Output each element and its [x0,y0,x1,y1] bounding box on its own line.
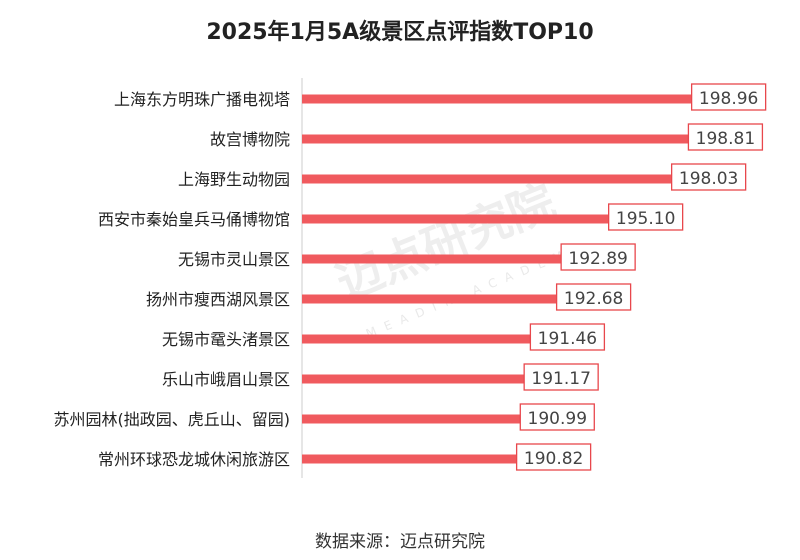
bar [302,94,710,104]
category-label: 无锡市灵山景区 [178,250,290,269]
category-label: 常州环球恐龙城休闲旅游区 [98,450,290,469]
category-label: 扬州市瘦西湖风景区 [146,290,290,309]
bar [302,254,580,264]
value-label: 198.03 [679,169,738,189]
category-label: 故宫博物院 [210,130,290,149]
value-label-box [687,123,764,151]
value-label-box [515,443,592,471]
chart-title: 2025年1月5A级景区点评指数TOP10 [206,20,594,45]
value-label: 192.68 [564,289,623,309]
value-label: 192.89 [568,249,627,269]
category-label: 上海野生动物园 [178,170,290,189]
source-note: 数据来源：迈点研究院 [315,532,485,552]
value-label-box [670,163,747,191]
bar [302,294,575,304]
watermark-text: 迈点研究院 [329,174,562,310]
category-label: 无锡市鼋头渚景区 [162,330,290,349]
value-label: 198.81 [696,129,755,149]
category-label: 上海东方明珠广播电视塔 [114,90,290,109]
bar [302,454,535,464]
value-label-box [555,283,632,311]
value-label: 191.46 [538,329,597,349]
value-label-box [523,363,599,391]
value-label: 190.82 [524,449,583,469]
value-label: 198.96 [699,89,758,109]
category-label: 西安市秦始皇兵马俑博物馆 [98,210,290,229]
bar [302,134,707,144]
bar [302,334,549,344]
bar [302,374,543,384]
value-label-box [690,83,767,111]
value-label: 191.17 [531,369,590,389]
value-label: 195.10 [616,209,675,229]
value-label-box [608,203,684,231]
value-label-box [529,323,606,351]
category-label: 苏州园林(拙政园、虎丘山、留园) [54,410,291,429]
value-label-box [519,403,595,431]
category-label: 乐山市峨眉山景区 [162,370,290,389]
value-label: 190.99 [528,409,587,429]
bar [302,174,690,184]
value-label-box [560,243,636,271]
bar [302,214,627,224]
bar [302,414,539,424]
